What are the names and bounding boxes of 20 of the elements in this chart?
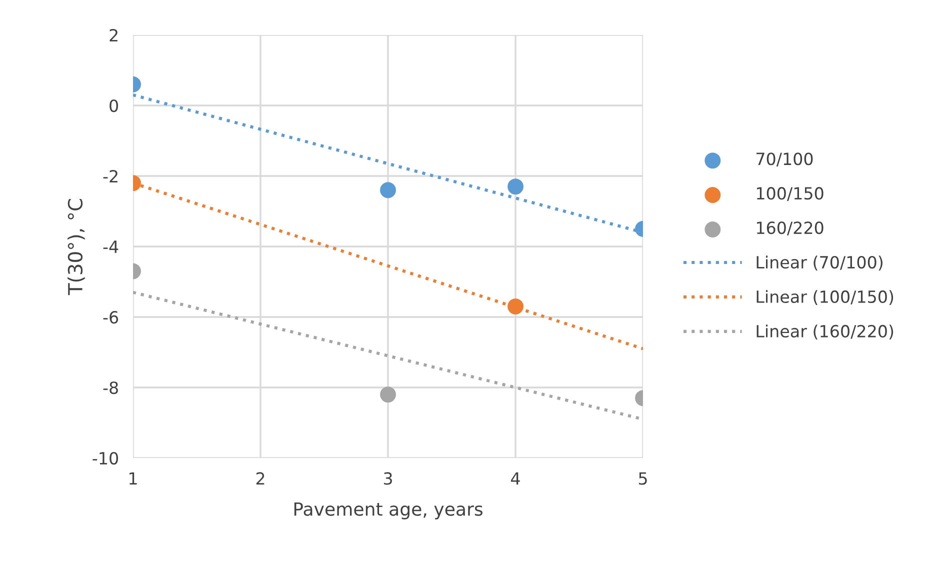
y-tick-label: -8 [103, 381, 118, 394]
x-tick-label: 5 [638, 472, 647, 485]
y-axis-title: T(30°), °C [68, 198, 85, 296]
legend-label: Linear (70/100) [756, 256, 882, 271]
x-axis-title: Pavement age, years [294, 502, 482, 520]
x-tick-label: 3 [384, 472, 392, 485]
x-tick-label: 1 [130, 472, 137, 485]
x-tick-label: 2 [256, 472, 264, 485]
legend-label: Linear (100/150) [756, 290, 894, 305]
legend-label: 70/100 [756, 152, 813, 166]
y-tick-label: -6 [103, 310, 118, 324]
y-tick-label: -2 [103, 170, 118, 182]
legend-label: Linear (160/220) [756, 324, 894, 340]
y-tick-label: 2 [110, 28, 118, 42]
x-tick-label: 4 [511, 472, 520, 485]
y-tick-label: 0 [110, 99, 118, 112]
y-tick-label: -4 [103, 240, 118, 253]
legend-label: 100/150 [756, 187, 824, 201]
y-tick-label: -10 [92, 452, 118, 465]
legend-label: 160/220 [756, 221, 824, 236]
